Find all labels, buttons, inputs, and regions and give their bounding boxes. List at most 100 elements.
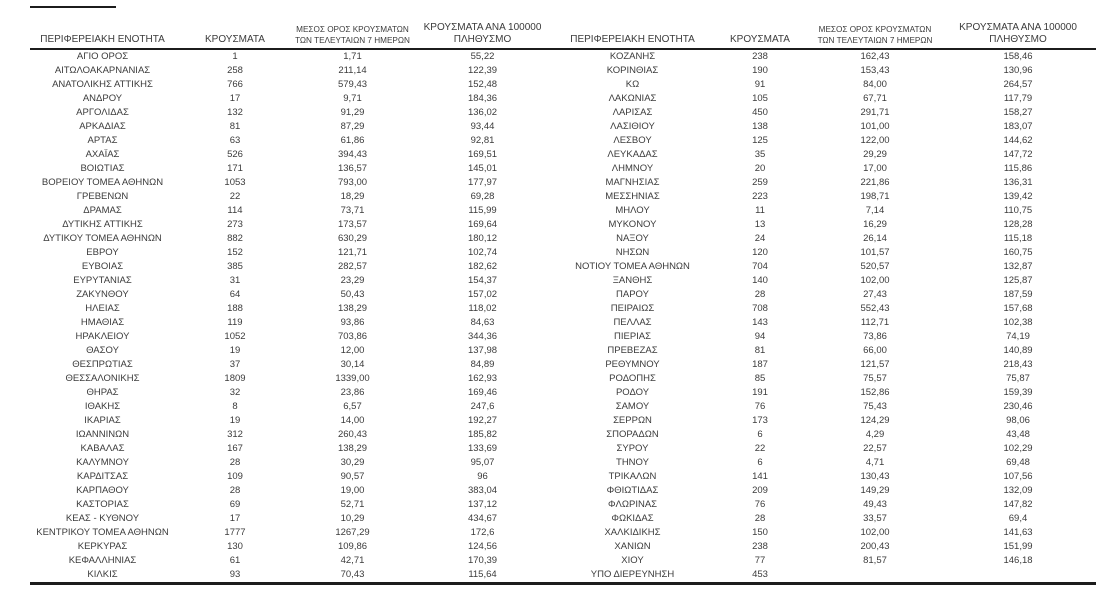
cases-value: 138 — [752, 121, 768, 132]
per-100k-value: 55,22 — [470, 51, 495, 62]
table-row: ΜΥΚΟΝΟΥ 13 16,29 128,28 — [555, 218, 1096, 232]
per-100k-value: 95,07 — [470, 457, 495, 468]
region-name: ΒΟΙΩΤΙΑΣ — [80, 163, 125, 174]
table-row: ΣΠΟΡΑΔΩΝ 6 4,29 43,48 — [555, 428, 1096, 442]
avg-7day-value: 73,86 — [863, 331, 887, 342]
avg-7day-value: 7,14 — [865, 205, 885, 216]
region-name: ΙΚΑΡΙΑΣ — [84, 415, 121, 426]
avg-7day-value: 75,57 — [863, 373, 887, 384]
cases-value: 238 — [752, 541, 768, 552]
per-100k-value: 183,07 — [1003, 121, 1033, 132]
region-name: ΚΑΡΔΙΤΣΑΣ — [76, 471, 129, 482]
table-row: ΚΑΒΑΛΑΣ 167 138,29 133,69 — [30, 442, 555, 456]
region-name: ΙΘΑΚΗΣ — [84, 401, 121, 412]
region-name: ΧΑΛΚΙΔΙΚΗΣ — [604, 527, 661, 538]
avg-7day-value: 23,86 — [340, 387, 365, 398]
table-row: ΤΗΝΟΥ 6 4,71 69,48 — [555, 456, 1096, 470]
per-100k-value — [940, 568, 1096, 584]
table-row: ΘΕΣΠΡΩΤΙΑΣ 37 30,14 84,89 — [30, 358, 555, 372]
table-row: ΠΕΛΛΑΣ 143 112,71 102,38 — [555, 316, 1096, 330]
table-row: ΡΟΔΟΠΗΣ 85 75,57 75,87 — [555, 372, 1096, 386]
avg-7day-value: 91,29 — [340, 107, 365, 118]
cases-value: 187 — [752, 359, 768, 370]
cases-value: 708 — [752, 303, 768, 314]
avg-7day-value: 33,57 — [863, 513, 887, 524]
per-100k-value: 144,62 — [1003, 135, 1033, 146]
avg-7day-value: 4,71 — [865, 457, 885, 468]
region-name: ΝΗΣΩΝ — [615, 247, 650, 258]
table-row: ΔΡΑΜΑΣ 114 73,71 115,99 — [30, 204, 555, 218]
cases-value: 526 — [227, 149, 243, 160]
region-name: ΑΡΚΑΔΙΑΣ — [79, 121, 126, 132]
region-name: ΚΑΡΠΑΘΟΥ — [76, 485, 129, 496]
header-avg-7day-line2: ΤΩΝ ΤΕΛΕΥΤΑΙΩΝ 7 ΗΜΕΡΩΝ — [295, 36, 410, 45]
avg-7day-value: 14,00 — [340, 415, 365, 426]
table-row: ΧΑΛΚΙΔΙΚΗΣ 150 102,00 141,63 — [555, 526, 1096, 540]
avg-7day-value: 101,00 — [860, 121, 890, 132]
region-name: ΘΗΡΑΣ — [86, 387, 119, 398]
header-per-100k: ΚΡΟΥΣΜΑΤΑ ΑΝΑ 100000 ΠΛΗΘΥΣΜΟ — [940, 18, 1096, 50]
per-100k-value: 96 — [477, 471, 488, 482]
per-100k-value: 93,44 — [470, 121, 495, 132]
table-row: ΣΥΡΟΥ 22 22,57 102,29 — [555, 442, 1096, 456]
avg-7day-value: 90,57 — [340, 471, 365, 482]
region-name: ΜΗΛΟΥ — [615, 205, 650, 216]
cases-value: 1053 — [224, 177, 246, 188]
per-100k-value: 147,72 — [1003, 149, 1033, 160]
per-100k-value: 160,75 — [1003, 247, 1033, 258]
avg-7day-value: 9,71 — [343, 93, 362, 104]
per-100k-value: 115,18 — [1003, 233, 1033, 244]
table-body-left: ΑΓΙΟ ΟΡΟΣ 1 1,71 55,22 ΑΙΤΩΛΟΑΚΑΡΝΑΝΙΑΣ 258 21… — [30, 49, 555, 584]
cases-value: 19 — [229, 345, 241, 356]
region-name: ΞΑΝΘΗΣ — [612, 275, 653, 286]
table-row: ΖΑΚΥΝΘΟΥ 64 50,43 157,02 — [30, 288, 555, 302]
cases-value: 209 — [752, 485, 768, 496]
per-100k-value: 184,36 — [467, 93, 498, 104]
per-100k-value: 69,4 — [1008, 513, 1028, 524]
region-name: ΒΟΡΕΙΟΥ ΤΟΜΕΑ ΑΘΗΝΩΝ — [41, 177, 164, 188]
cases-value: 69 — [229, 499, 241, 510]
avg-7day-value: 73,71 — [340, 205, 365, 216]
cases-value: 37 — [229, 359, 241, 370]
region-name: ΚΕΝΤΡΙΚΟΥ ΤΟΜΕΑ ΑΘΗΝΩΝ — [36, 527, 169, 538]
cases-value: 28 — [754, 513, 766, 524]
avg-7day-value: 109,86 — [337, 541, 368, 552]
region-name: ΠΕΛΛΑΣ — [613, 317, 652, 328]
header-per-100k-line1: ΚΡΟΥΣΜΑΤΑ ΑΝΑ 100000 — [959, 22, 1077, 33]
cases-value: 77 — [754, 555, 766, 566]
region-name: ΛΑΡΙΣΑΣ — [612, 107, 653, 118]
table-row: ΙΘΑΚΗΣ 8 6,57 247,6 — [30, 400, 555, 414]
table-body-right: ΚΟΖΑΝΗΣ 238 162,43 158,46 ΚΟΡΙΝΘΙΑΣ 190 153,43… — [555, 49, 1096, 584]
table-row: ΡΟΔΟΥ 191 152,86 159,39 — [555, 386, 1096, 400]
avg-7day-value: 49,43 — [863, 499, 887, 510]
avg-7day-value: 291,71 — [860, 107, 890, 118]
region-name: ΚΕΡΚΥΡΑΣ — [77, 541, 128, 552]
per-100k-value: 151,99 — [1003, 541, 1033, 552]
table-row: ΒΟΙΩΤΙΑΣ 171 136,57 145,01 — [30, 162, 555, 176]
cases-value: 85 — [754, 373, 766, 384]
top-left-rule — [30, 6, 116, 8]
cases-value: 93 — [229, 569, 241, 580]
region-name: ΜΑΓΝΗΣΙΑΣ — [605, 177, 660, 188]
per-100k-value: 124,56 — [467, 541, 498, 552]
cases-value: 120 — [752, 247, 768, 258]
avg-7day-value: 61,86 — [340, 135, 365, 146]
per-100k-value: 75,87 — [1006, 373, 1030, 384]
cases-value: 81 — [229, 121, 241, 132]
avg-7day-value: 87,29 — [340, 121, 365, 132]
cases-value: 63 — [229, 135, 241, 146]
avg-7day-value: 101,57 — [860, 247, 890, 258]
per-100k-value: 218,43 — [1003, 359, 1033, 370]
per-100k-value: 434,67 — [467, 513, 498, 524]
avg-7day-value: 29,29 — [863, 149, 887, 160]
per-100k-value: 43,48 — [1006, 429, 1030, 440]
table-row: ΚΑΣΤΟΡΙΑΣ 69 52,71 137,12 — [30, 498, 555, 512]
cases-value: 31 — [229, 275, 241, 286]
region-name: ΘΕΣΣΑΛΟΝΙΚΗΣ — [65, 373, 140, 384]
cases-value: 13 — [754, 219, 766, 230]
per-100k-value: 141,63 — [1003, 527, 1033, 538]
region-name: ΗΡΑΚΛΕΙΟΥ — [75, 331, 130, 342]
per-100k-value: 102,74 — [467, 247, 498, 258]
table-row: ΚΑΡΔΙΤΣΑΣ 109 90,57 96 — [30, 470, 555, 484]
table-row: ΞΑΝΘΗΣ 140 102,00 125,87 — [555, 274, 1096, 288]
